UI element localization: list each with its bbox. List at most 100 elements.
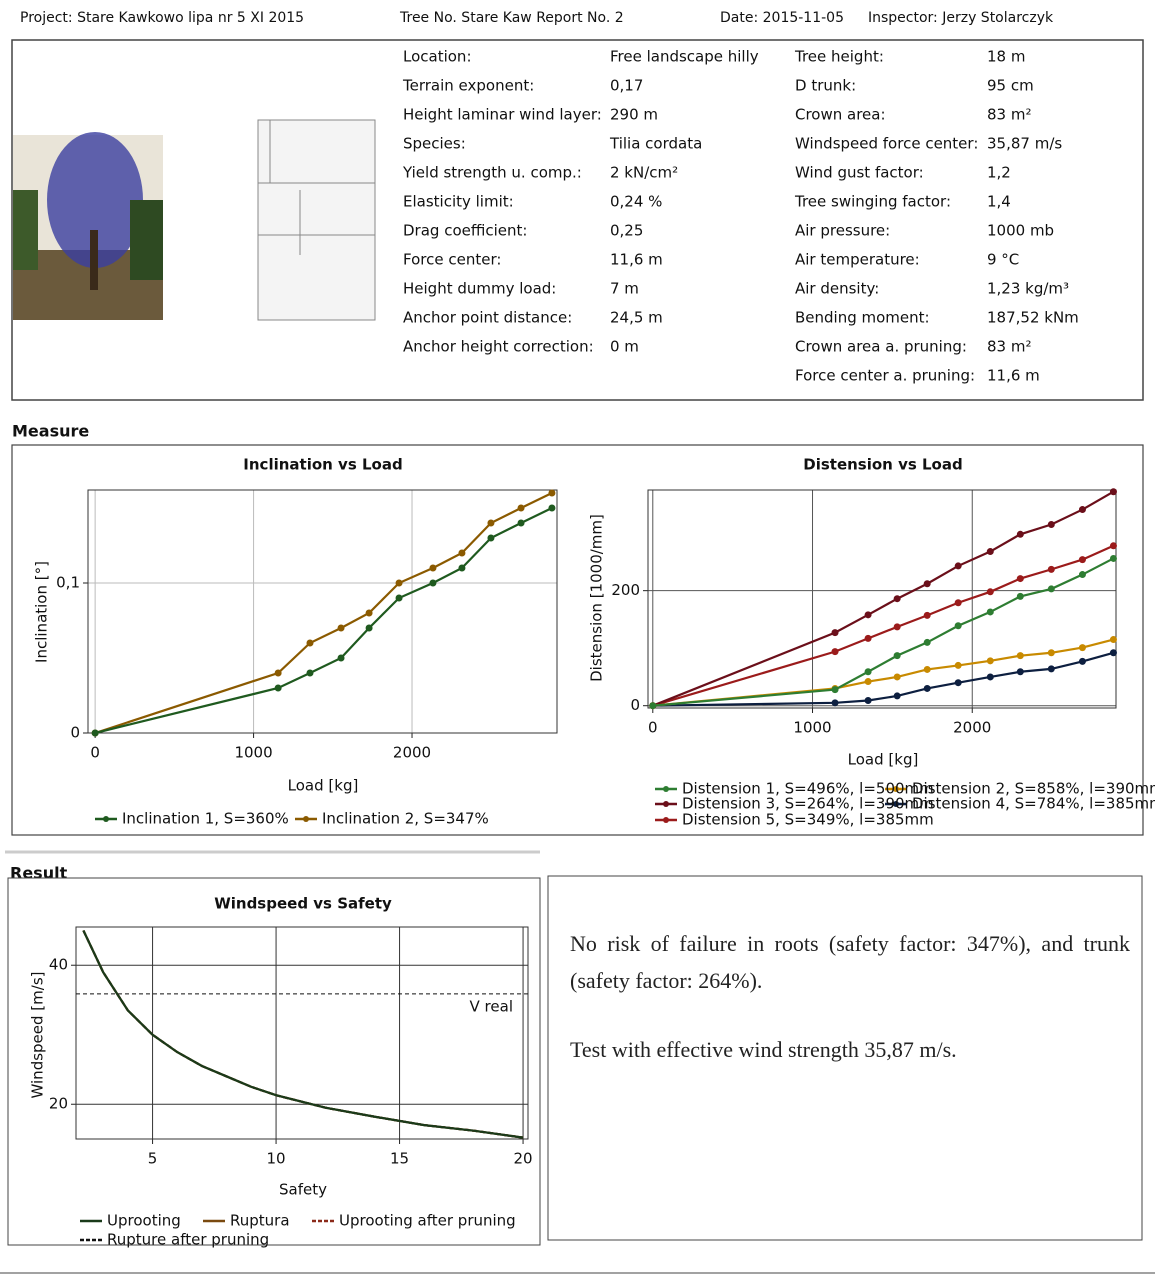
paragraph: Test with effective wind strength 35,87 … [570,1037,957,1062]
data-point [954,622,962,630]
project: Project: Stare Kawkowo lipa nr 5 XI 2015 [20,10,304,26]
param-label: Force center a. pruning: [795,367,975,385]
data-point [1078,506,1086,514]
data-point [923,638,931,646]
x-axis-label: Safety [279,1181,327,1199]
measure-box [11,444,1144,836]
chart-title: Inclination vs Load [243,456,402,474]
x-tick-label: 20 [514,1150,533,1168]
param-label: Crown area: [795,106,886,124]
plot-frame [647,489,1117,709]
param-value: 1,2 [987,164,1011,182]
paragraph: No risk of failure in roots (safety fact… [570,931,1130,993]
data-point [1109,636,1117,644]
param-value: 18 m [987,48,1025,66]
param-value: Free landscape hilly [610,48,759,66]
data-point [395,579,403,587]
data-line [652,544,1114,707]
data-point [864,611,872,619]
data-point [517,519,525,527]
param-value: 290 m [610,106,658,124]
data-point [954,661,962,669]
data-line [82,930,524,1139]
data-point [1109,649,1117,657]
y-axis-label: Distension [1000/mm] [588,514,606,682]
param-value: 11,6 m [610,251,663,269]
data-point [1109,542,1117,550]
param-label: Air pressure: [795,222,890,240]
x-tick-label: 10 [267,1150,286,1168]
program-screenshot [257,119,376,321]
param-value: 83 m² [987,338,1031,356]
plot-frame [75,926,529,1140]
param-label: D trunk: [795,77,856,95]
param-value: 1,4 [987,193,1011,211]
param-value: 0,24 % [610,193,662,211]
param-value: 0 m [610,338,639,356]
data-point [954,562,962,570]
param-label: Drag coefficient: [403,222,527,240]
data-point [831,629,839,637]
y-tick-label: 0 [70,724,80,742]
param-value: 95 cm [987,77,1034,95]
param-value: 11,6 m [987,367,1040,385]
legend-marker [663,801,669,807]
data-line [94,492,553,735]
x-axis-label: Load [kg] [288,777,359,795]
data-point [893,692,901,700]
data-point [548,504,556,512]
y-tick-label: 0,1 [56,574,80,592]
param-value: 35,87 m/s [987,135,1062,153]
legend-marker [303,816,309,822]
data-point [649,702,657,710]
data-point [1047,649,1055,657]
param-value: 24,5 m [610,309,663,327]
param-value: 0,25 [610,222,643,240]
param-label: Terrain exponent: [402,77,534,95]
data-point [1047,665,1055,673]
data-line [652,638,1114,707]
data-point [864,697,872,705]
chart-title: Distension vs Load [803,456,962,474]
result-text-box [547,875,1143,1241]
param-label: Air temperature: [795,251,920,269]
y-axis-label: Windspeed [m/s] [29,972,47,1099]
param-label: Height laminar wind layer: [403,106,602,124]
legend-marker [893,801,899,807]
data-point [365,624,373,632]
data-point [365,609,373,617]
param-label: Tree swinging factor: [794,193,951,211]
data-point [864,668,872,676]
data-point [306,669,314,677]
data-point [831,686,839,694]
y-tick-label: 20 [49,1095,68,1113]
param-value: 1,23 kg/m³ [987,280,1069,298]
data-point [986,673,994,681]
data-point [923,665,931,673]
y-tick-label: 0 [630,696,640,714]
data-point [1078,657,1086,665]
param-label: Windspeed force center: [795,135,978,153]
data-point [548,489,556,497]
x-tick-label: 5 [148,1150,158,1168]
param-value: 2 kN/cm² [610,164,678,182]
legend-marker [103,816,109,822]
param-label: Yield strength u. comp.: [402,164,582,182]
x-tick-label: 0 [648,719,658,737]
data-point [831,699,839,707]
data-point [458,564,466,572]
data-point [395,594,403,602]
data-point [893,652,901,660]
data-point [1016,668,1024,676]
legend-marker [893,786,899,792]
data-point [986,548,994,556]
x-tick-label: 1000 [793,719,831,737]
legend-label: Inclination 2, S=347% [322,810,489,828]
legend-label: Uprooting [107,1212,181,1230]
data-point [306,639,314,647]
data-point [429,579,437,587]
param-label: Bending moment: [795,309,930,327]
data-point [1016,575,1024,583]
x-tick-label: 2000 [953,719,991,737]
